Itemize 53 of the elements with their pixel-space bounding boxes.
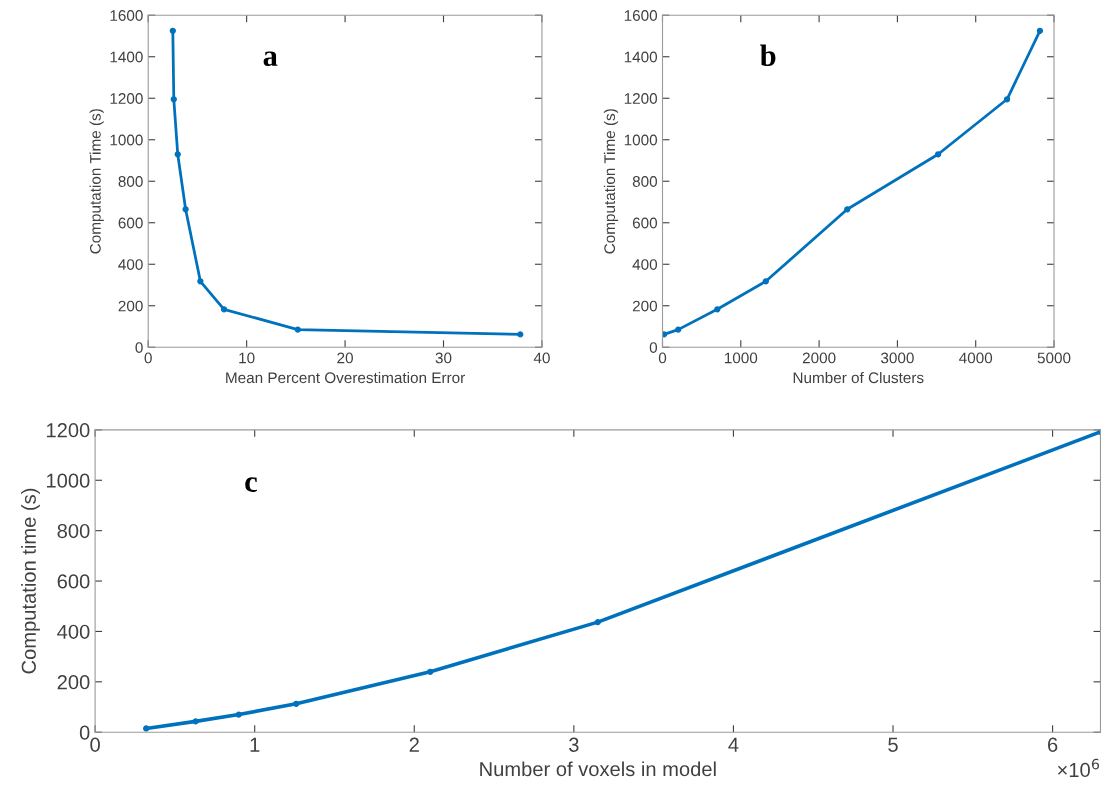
x-tick-label: 4000 bbox=[959, 352, 993, 364]
y-tick-label: 0 bbox=[135, 342, 143, 353]
x-tick-label: 20 bbox=[337, 352, 353, 364]
y-tick-label: 1400 bbox=[624, 51, 658, 63]
x-axis-title: Number of Clusters bbox=[793, 371, 924, 384]
x-tick-label: 0 bbox=[144, 352, 152, 364]
y-tick-label: 600 bbox=[632, 217, 658, 229]
x-tick-label: 0 bbox=[90, 737, 100, 752]
x-tick-label: 4 bbox=[728, 737, 739, 752]
y-tick-label: 1400 bbox=[110, 51, 143, 63]
y-tick-label: 1200 bbox=[110, 93, 143, 104]
x-tick-label: 30 bbox=[435, 352, 452, 364]
y-tick-label: 1000 bbox=[46, 473, 90, 488]
y-tick-label: 400 bbox=[118, 259, 143, 270]
y-tick-label: 1000 bbox=[624, 134, 658, 146]
x-tick-label: 40 bbox=[533, 352, 550, 364]
y-tick-label: 1200 bbox=[46, 423, 90, 438]
y-tick-label: 0 bbox=[79, 725, 90, 740]
x-tick-label: 1 bbox=[250, 737, 260, 752]
y-tick-label: 200 bbox=[118, 300, 143, 312]
x-axis-title: Number of voxels in model bbox=[480, 761, 716, 777]
y-tick-label: 800 bbox=[118, 176, 143, 187]
x-tick-label: 5 bbox=[888, 737, 898, 752]
text: ×10$^{6}$ bbox=[1057, 758, 1099, 778]
y-tick-label: 0 bbox=[649, 342, 658, 353]
x-axis-title: Mean Percent Overestimation Error bbox=[226, 371, 465, 384]
y-tick-label: 400 bbox=[57, 624, 90, 639]
y-tick-label: 1600 bbox=[110, 10, 143, 21]
y-tick-label: 800 bbox=[57, 523, 90, 539]
y-tick-label: 200 bbox=[632, 300, 658, 312]
x-tick-label: 1000 bbox=[724, 352, 758, 364]
annotation: b bbox=[760, 44, 776, 67]
y-tick-label: 1200 bbox=[624, 93, 658, 104]
y-axis-title: Computation time (s) bbox=[21, 488, 40, 674]
x-tick-label: 2000 bbox=[802, 352, 836, 364]
y-tick-label: 1000 bbox=[110, 134, 143, 146]
x-tick-label: 6 bbox=[1048, 737, 1058, 752]
y-tick-label: 400 bbox=[632, 259, 658, 270]
annotation: c bbox=[245, 477, 257, 492]
x-tick-label: 0 bbox=[658, 352, 667, 364]
y-tick-label: 600 bbox=[118, 217, 143, 229]
x-tick-label: 2 bbox=[409, 737, 419, 752]
y-tick-label: 600 bbox=[57, 574, 90, 589]
annotation: a bbox=[263, 51, 278, 67]
y-axis-title: Computation Time (s) bbox=[89, 109, 104, 254]
x-tick-label: 3 bbox=[569, 737, 579, 752]
x-tick-label: 3000 bbox=[881, 352, 914, 364]
y-tick-label: 200 bbox=[57, 675, 90, 690]
y-tick-label: 800 bbox=[632, 176, 658, 187]
x-tick-label: 10 bbox=[239, 352, 255, 364]
x-tick-label: 5000 bbox=[1037, 352, 1071, 364]
y-axis-title: Computation Time (s) bbox=[603, 109, 619, 254]
y-tick-label: 1600 bbox=[624, 10, 658, 21]
